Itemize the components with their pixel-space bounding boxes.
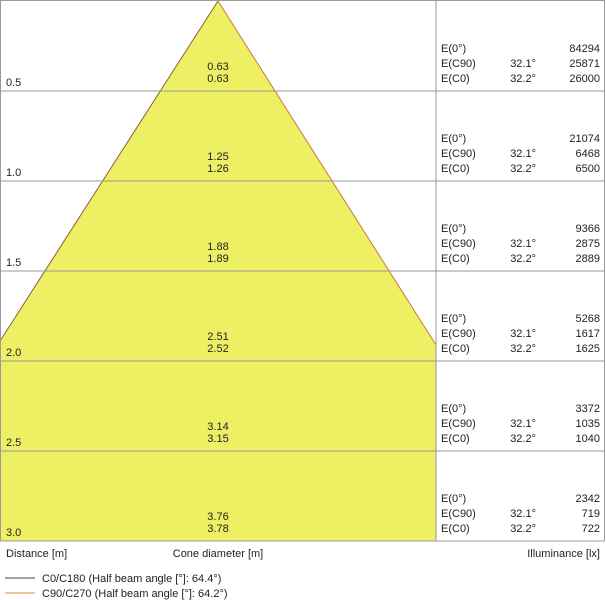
- illuminance-value: 26000: [569, 73, 600, 85]
- illuminance-label: E(C0): [441, 523, 470, 535]
- illuminance-label: E(C90): [441, 58, 476, 70]
- cone-diameter: 3.76: [207, 511, 228, 523]
- beam-angle: 32.1°: [510, 58, 536, 70]
- distance: 1.5: [6, 257, 21, 269]
- illuminance-value: 6468: [576, 148, 600, 160]
- distance-header: Distance [m]: [6, 548, 67, 560]
- beam-angle: 32.1°: [510, 148, 536, 160]
- illuminance-label: E(C0): [441, 163, 470, 175]
- illuminance-label: E(C0): [441, 253, 470, 265]
- illuminance-value: 719: [582, 508, 600, 520]
- cone-diameter: 3.15: [207, 433, 228, 445]
- illuminance-label: E(0°): [441, 313, 466, 325]
- c90-edge: [217, 0, 437, 346]
- beam-angle: 32.2°: [510, 523, 536, 535]
- beam-angle: 32.2°: [510, 433, 536, 445]
- illuminance-value: 5268: [576, 313, 600, 325]
- illuminance-value: 1040: [576, 433, 600, 445]
- distance: 3.0: [6, 527, 21, 539]
- illuminance-label: E(0°): [441, 223, 466, 235]
- illuminance-label: E(C0): [441, 343, 470, 355]
- cone-diameter: 3.78: [207, 523, 228, 535]
- illuminance-value: 9366: [576, 223, 600, 235]
- illuminance-header: Illuminance [lx]: [527, 548, 600, 560]
- illuminance-value: 84294: [569, 43, 600, 55]
- beam-angle: 32.2°: [510, 253, 536, 265]
- illuminance-value: 3372: [576, 403, 600, 415]
- legend-label: C90/C270 (Half beam angle [°]: 64.2°): [42, 588, 228, 600]
- cone-diameter: 0.63: [207, 61, 228, 73]
- beam-angle: 32.2°: [510, 343, 536, 355]
- beam-angle: 32.1°: [510, 508, 536, 520]
- beam-angle: 32.2°: [510, 73, 536, 85]
- illuminance-label: E(0°): [441, 493, 466, 505]
- illuminance-value: 21074: [569, 133, 600, 145]
- cone-diameter: 2.52: [207, 343, 228, 355]
- cone-diameter: 0.63: [207, 73, 228, 85]
- diameter-header: Cone diameter [m]: [173, 548, 263, 560]
- distance: 2.0: [6, 347, 21, 359]
- distance: 0.5: [6, 77, 21, 89]
- illuminance-label: E(C90): [441, 418, 476, 430]
- illuminance-label: E(0°): [441, 43, 466, 55]
- beam-angle: 32.1°: [510, 418, 536, 430]
- illuminance-label: E(C90): [441, 148, 476, 160]
- illuminance-label: E(C90): [441, 508, 476, 520]
- illuminance-value: 6500: [576, 163, 600, 175]
- illuminance-label: E(C90): [441, 238, 476, 250]
- distance: 1.0: [6, 167, 21, 179]
- illuminance-value: 2875: [576, 238, 600, 250]
- legend-label: C0/C180 (Half beam angle [°]: 64.4°): [42, 573, 221, 585]
- c0-edge: [0, 0, 219, 342]
- cone-diameter: 1.88: [207, 241, 228, 253]
- distance: 2.5: [6, 437, 21, 449]
- beam-angle: 32.2°: [510, 163, 536, 175]
- beam-angle: 32.1°: [510, 238, 536, 250]
- illuminance-value: 1035: [576, 418, 600, 430]
- illuminance-value: 2342: [576, 493, 600, 505]
- cone-diameter: 1.25: [207, 151, 228, 163]
- illuminance-label: E(0°): [441, 133, 466, 145]
- illuminance-value: 2889: [576, 253, 600, 265]
- beam-angle: 32.1°: [510, 328, 536, 340]
- illuminance-value: 1617: [576, 328, 600, 340]
- cone-diameter: 2.51: [207, 331, 228, 343]
- cone-diameter: 1.89: [207, 253, 228, 265]
- illuminance-value: 25871: [569, 58, 600, 70]
- illuminance-label: E(C0): [441, 73, 470, 85]
- illuminance-label: E(C90): [441, 328, 476, 340]
- cone-diameter: 3.14: [207, 421, 228, 433]
- illuminance-value: 1625: [576, 343, 600, 355]
- cone-diameter: 1.26: [207, 163, 228, 175]
- illuminance-label: E(0°): [441, 403, 466, 415]
- illuminance-label: E(C0): [441, 433, 470, 445]
- illuminance-value: 722: [582, 523, 600, 535]
